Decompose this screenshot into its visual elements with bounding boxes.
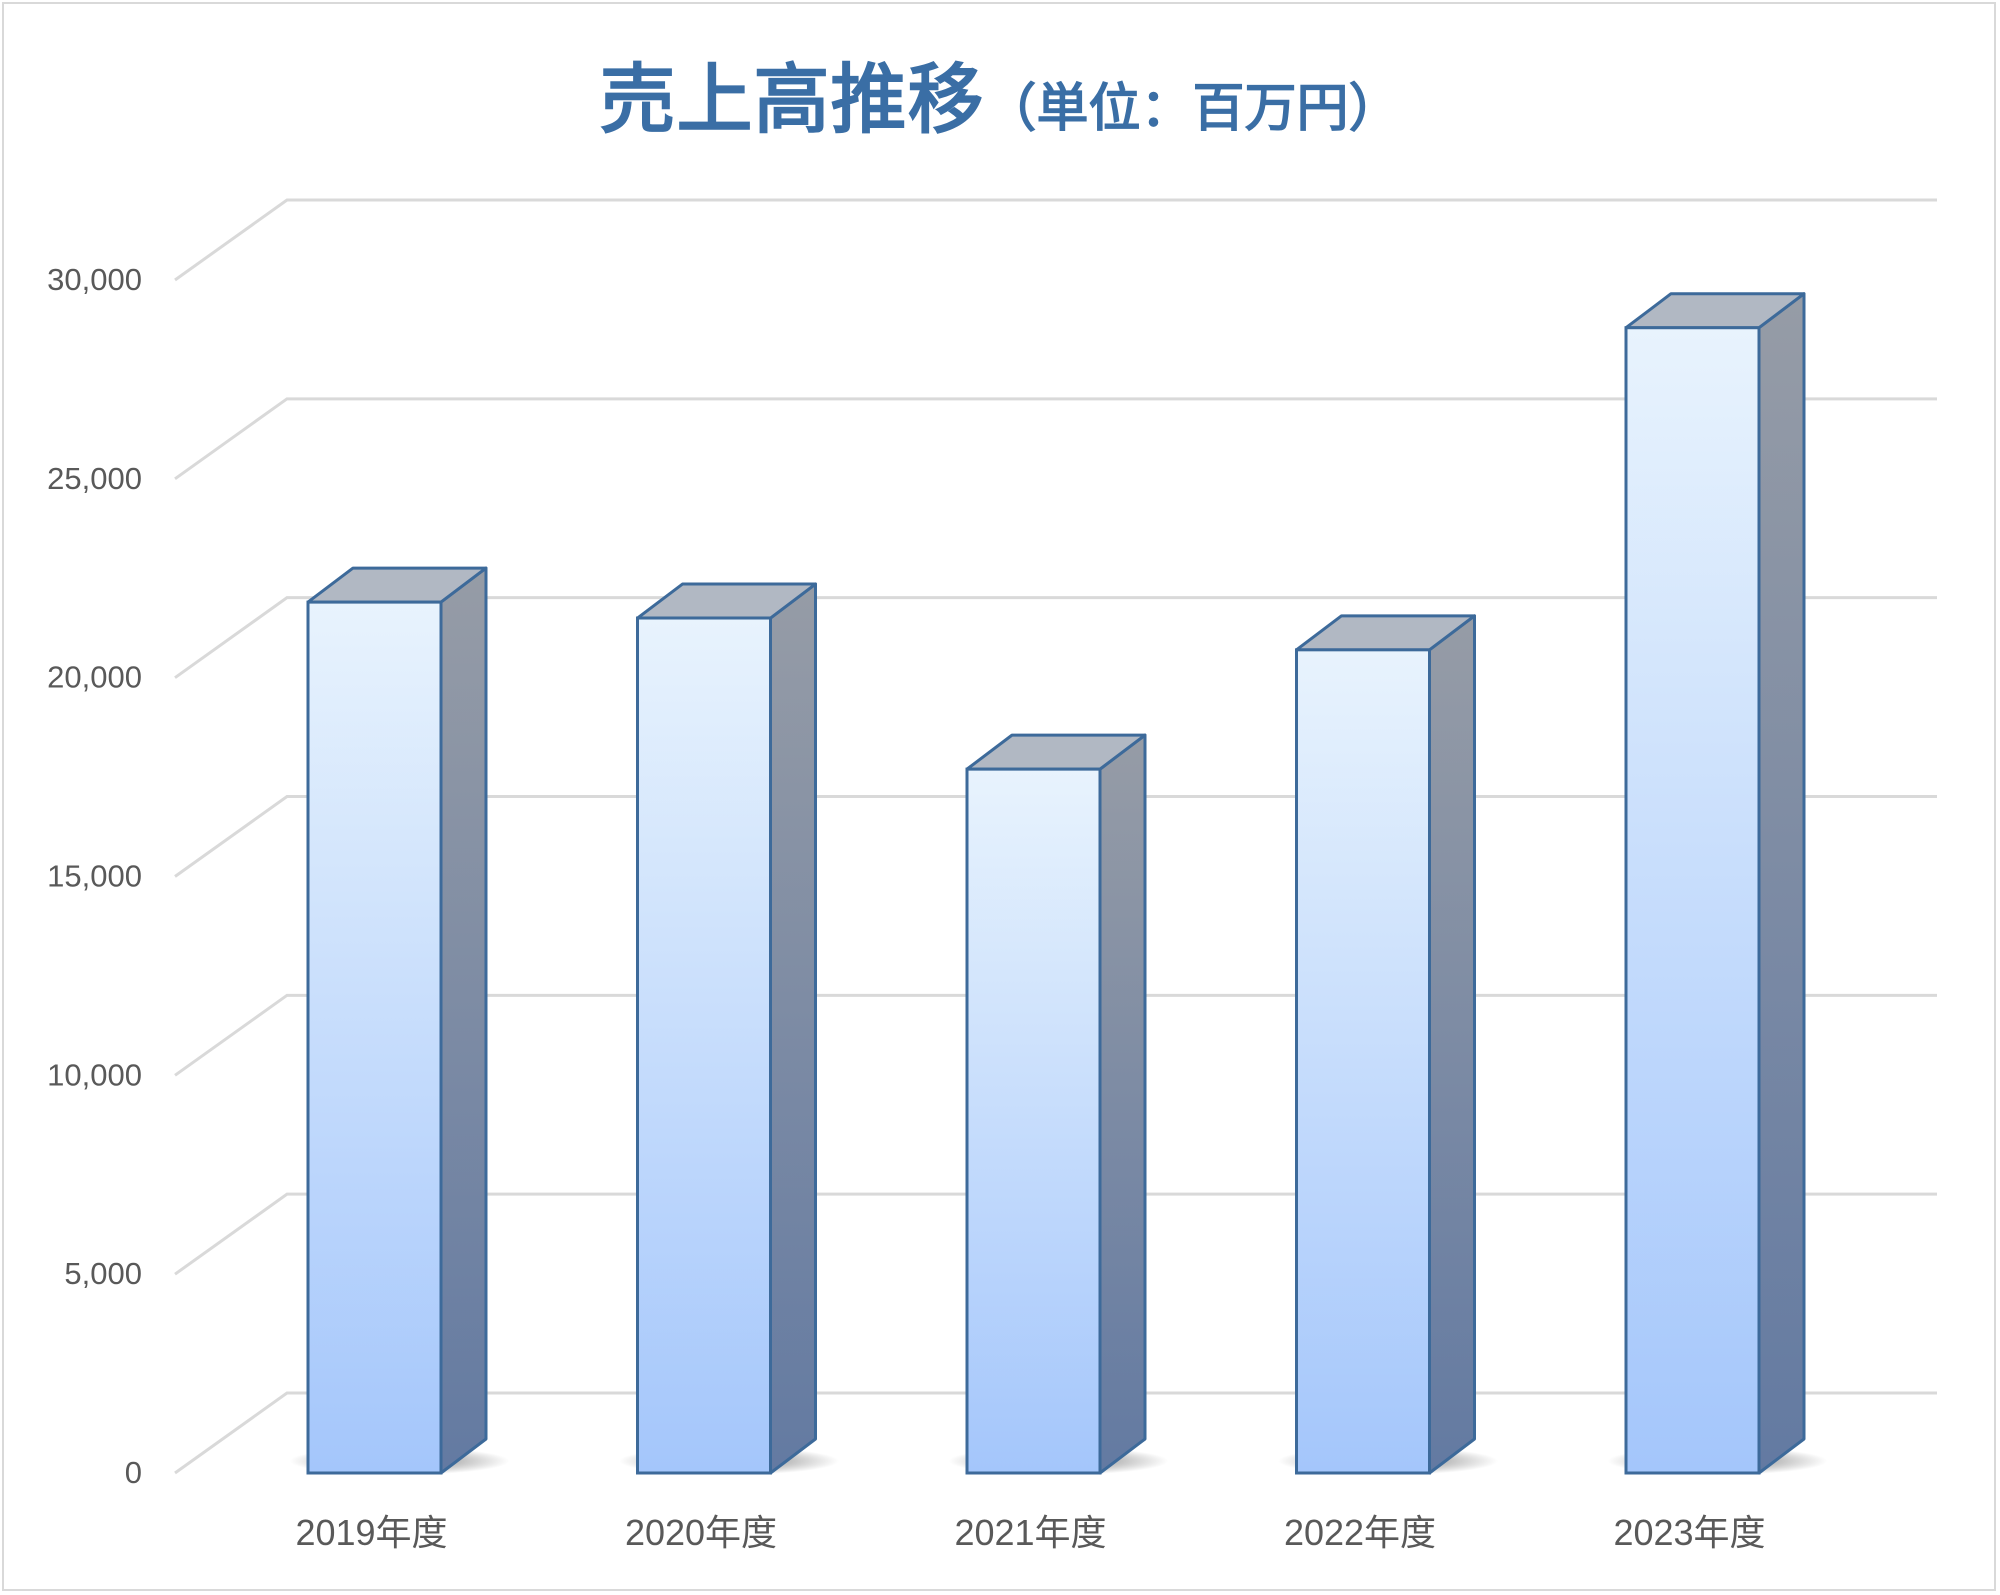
y-tick-label: 15,000	[47, 859, 142, 894]
x-tick-label: 2020年度	[625, 1512, 777, 1553]
bar-side	[1757, 292, 1806, 1475]
y-tick-label: 5,000	[64, 1256, 142, 1291]
bar-front	[636, 616, 772, 1475]
bar	[306, 566, 488, 1475]
y-tick-label: 0	[125, 1455, 142, 1490]
bar-front	[1624, 326, 1761, 1475]
bar-front	[1295, 648, 1431, 1475]
gridline	[174, 596, 1937, 679]
y-axis-tick-labels: 0 5,000 10,000 15,000 20,000 25,000 30,000	[47, 262, 142, 1490]
bars	[306, 292, 1806, 1475]
bar-side	[439, 566, 488, 1475]
y-tick-label: 30,000	[47, 262, 142, 297]
chart-subtitle: （単位：百万円）	[984, 79, 1401, 139]
bar-front	[965, 767, 1102, 1475]
y-tick-label: 25,000	[47, 461, 142, 496]
bar	[965, 733, 1147, 1475]
chart-title: 売上高推移	[599, 55, 985, 144]
x-axis-tick-labels: 2019年度 2020年度 2021年度 2022年度 2023年度	[295, 1512, 1765, 1553]
x-tick-label: 2023年度	[1613, 1512, 1765, 1553]
gridline	[174, 397, 1937, 481]
x-tick-label: 2019年度	[295, 1512, 447, 1553]
y-tick-label: 10,000	[47, 1057, 142, 1092]
x-tick-label: 2022年度	[1284, 1512, 1436, 1553]
bar	[1624, 292, 1806, 1475]
y-tick-label: 20,000	[47, 660, 142, 695]
bar	[636, 582, 817, 1475]
chart-title-block: 売上高推移（単位：百万円）	[0, 38, 2000, 148]
x-tick-label: 2021年度	[954, 1512, 1106, 1553]
bar-front	[306, 600, 443, 1475]
gridline	[174, 198, 1937, 282]
bar-side	[1428, 614, 1476, 1475]
bar-side	[769, 582, 817, 1475]
bar-side	[1098, 733, 1147, 1475]
bar	[1295, 614, 1476, 1475]
